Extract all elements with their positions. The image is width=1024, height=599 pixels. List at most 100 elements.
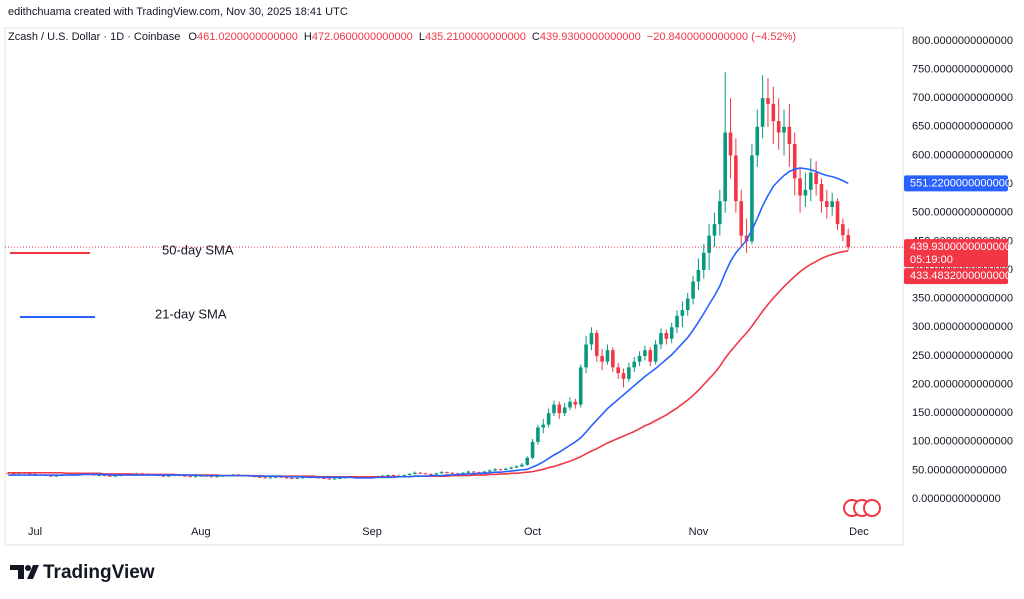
- quote-key: L: [419, 31, 425, 43]
- candle-body: [664, 332, 669, 339]
- candle-body: [718, 201, 722, 225]
- y-tick-label: 800.0000000000000: [912, 35, 1013, 47]
- candle-body: [819, 184, 824, 202]
- quote-value: 435.2100000000000: [425, 31, 526, 43]
- candle-body: [439, 472, 444, 474]
- candle-body: [541, 424, 546, 428]
- candle-body: [482, 471, 487, 473]
- candle-body: [188, 476, 192, 478]
- candle-body: [696, 269, 701, 282]
- candle-body: [327, 478, 332, 480]
- candle-body: [557, 404, 562, 414]
- x-tick-label: Aug: [191, 526, 211, 538]
- candle-body: [782, 126, 786, 133]
- candle-body: [509, 467, 513, 469]
- candle-body: [263, 477, 267, 479]
- candle-body: [166, 475, 171, 477]
- candle-body: [562, 407, 567, 414]
- quote-key: O: [188, 31, 197, 43]
- quote-value: 472.0600000000000: [312, 31, 413, 43]
- candle-body: [675, 315, 679, 328]
- candle-body: [605, 350, 610, 362]
- y-tick-label: 50.0000000000000: [912, 464, 1007, 476]
- candle-body: [680, 310, 685, 316]
- legend-label: 50-day SMA: [162, 242, 234, 257]
- y-tick-label: 700.0000000000000: [912, 92, 1013, 104]
- y-tick-label: 0.0000000000000: [912, 493, 1001, 505]
- candle-body: [284, 477, 289, 479]
- credit: edithchuama created with TradingView.com…: [8, 6, 348, 18]
- candle-body: [97, 475, 102, 477]
- candle-body: [268, 477, 273, 479]
- price-label-box: [904, 175, 1008, 192]
- x-tick-label: Jul: [28, 526, 42, 538]
- sma-line: [8, 167, 849, 479]
- quote-value: 439.9300000000000: [540, 31, 641, 43]
- candle-body: [803, 189, 808, 196]
- candle-body: [493, 469, 497, 471]
- symbol: Zcash / U.S. Dollar · 1D · Coinbase: [8, 31, 180, 43]
- candle-body: [600, 355, 604, 362]
- candle-body: [498, 469, 503, 471]
- candle-body: [461, 472, 465, 474]
- candle-body: [568, 401, 572, 408]
- candle-body: [183, 475, 187, 477]
- candle-body: [578, 367, 583, 405]
- candle-body: [445, 472, 449, 474]
- y-tick-label: 150.0000000000000: [912, 407, 1013, 419]
- candle-body: [616, 367, 620, 374]
- x-tick-label: Sep: [362, 526, 382, 538]
- price-label-box: [904, 239, 1008, 268]
- flags: [843, 499, 881, 517]
- candle-body: [632, 361, 637, 368]
- candle-body: [760, 98, 765, 127]
- candle-body: [322, 477, 326, 479]
- quote-line: Zcash / U.S. Dollar · 1D · Coinbase O461.…: [8, 31, 796, 43]
- logo-mark: [10, 565, 39, 579]
- candle-body: [707, 235, 711, 253]
- y-tick-label: 250.0000000000000: [912, 350, 1013, 362]
- price-label: 439.9300000000000: [910, 241, 1011, 253]
- candle-body: [209, 476, 214, 478]
- y-tick-label: 200.0000000000000: [912, 378, 1013, 390]
- candle-body: [386, 475, 390, 477]
- candle-body: [413, 472, 417, 474]
- candle-body: [643, 350, 647, 356]
- candle-body: [841, 224, 845, 236]
- candle-body: [776, 121, 781, 133]
- candle-body: [418, 472, 423, 474]
- candle-body: [11, 473, 16, 475]
- candle-body: [113, 475, 118, 477]
- flag-icon: [863, 499, 881, 517]
- candle-body: [471, 471, 476, 473]
- candle-body: [215, 476, 219, 478]
- y-tick-label: 750.0000000000000: [912, 63, 1013, 75]
- candle-body: [434, 473, 439, 475]
- candle-body: [423, 473, 428, 475]
- candle-body: [161, 475, 166, 477]
- logo-dot: [25, 565, 31, 571]
- candle-body: [108, 475, 112, 477]
- legend-label: 21-day SMA: [155, 306, 227, 321]
- candle-body: [300, 477, 305, 479]
- x-tick-label: Nov: [689, 526, 709, 538]
- candle-body: [835, 201, 840, 225]
- logo: [10, 565, 39, 579]
- candle-body: [734, 155, 738, 202]
- candle-body: [627, 367, 631, 379]
- y-tick-label: 350.0000000000000: [912, 293, 1013, 305]
- candle-body: [546, 413, 551, 425]
- candle-body: [814, 172, 818, 185]
- quote-key: H: [304, 31, 312, 43]
- quote-key: C: [532, 31, 540, 43]
- candle-body: [712, 224, 717, 236]
- candle-body: [193, 476, 198, 478]
- candle-body: [787, 126, 792, 144]
- candle-body: [792, 143, 797, 179]
- price-label: 433.4832000000000: [910, 270, 1011, 282]
- candle-body: [552, 404, 556, 414]
- candle-body: [669, 327, 674, 339]
- quote-value: 461.0200000000000: [197, 31, 298, 43]
- candle-body: [723, 132, 727, 202]
